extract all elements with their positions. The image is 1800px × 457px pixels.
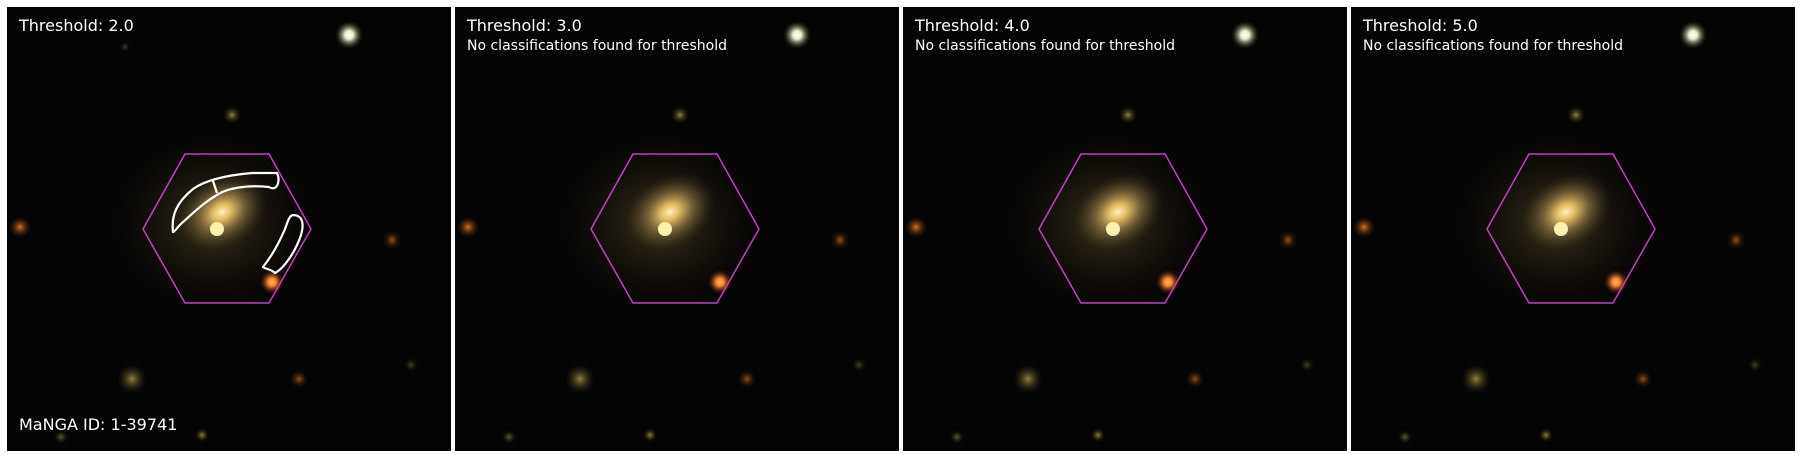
no-classifications-note: No classifications found for threshold <box>1363 38 1623 54</box>
no-classifications-note: No classifications found for threshold <box>915 38 1175 54</box>
threshold-panel-1: Threshold: 2.0 MaNGA ID: 1-39741 <box>7 7 451 451</box>
galaxy-image <box>903 7 1347 451</box>
threshold-panel-4: Threshold: 5.0 No classifications found … <box>1351 7 1795 451</box>
classification-outline <box>171 171 280 234</box>
threshold-panel-2: Threshold: 3.0 No classifications found … <box>455 7 899 451</box>
manga-id-label: MaNGA ID: 1-39741 <box>19 415 178 434</box>
galaxy-image <box>455 7 899 451</box>
galaxy-image <box>1351 7 1795 451</box>
ifu-hexagon <box>1486 153 1656 304</box>
threshold-panel-3: Threshold: 4.0 No classifications found … <box>903 7 1347 451</box>
panel-title: Threshold: 2.0 <box>19 16 134 35</box>
panel-title: Threshold: 3.0 <box>467 16 582 35</box>
panel-title: Threshold: 5.0 <box>1363 16 1478 35</box>
panel-title: Threshold: 4.0 <box>915 16 1030 35</box>
no-classifications-note: No classifications found for threshold <box>467 38 727 54</box>
ifu-hexagon <box>1038 153 1208 304</box>
classification-outline <box>261 213 304 275</box>
ifu-hexagon <box>142 153 312 304</box>
galaxy-image <box>7 7 451 451</box>
ifu-hexagon <box>590 153 760 304</box>
